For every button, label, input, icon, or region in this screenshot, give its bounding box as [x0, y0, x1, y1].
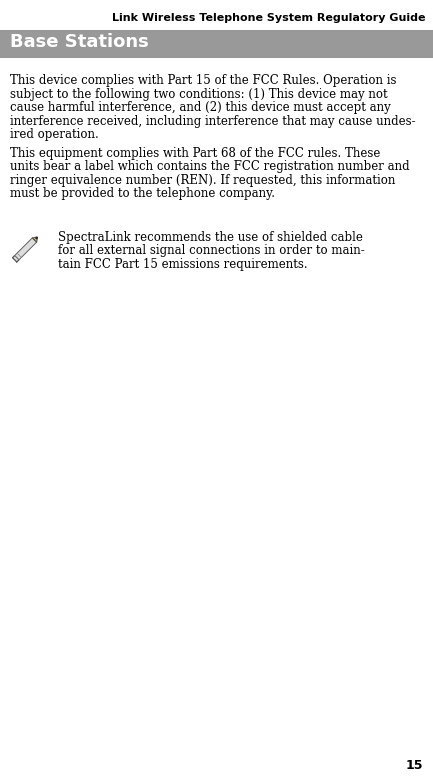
Polygon shape	[13, 256, 19, 262]
Text: interference received, including interference that may cause undes-: interference received, including interfe…	[10, 114, 416, 128]
Bar	[0, 30, 433, 58]
Text: tain FCC Part 15 emissions requirements.: tain FCC Part 15 emissions requirements.	[58, 257, 307, 270]
Polygon shape	[13, 238, 37, 262]
Text: Base Stations: Base Stations	[10, 33, 149, 51]
Text: units bear a label which contains the FCC registration number and: units bear a label which contains the FC…	[10, 160, 410, 173]
Text: SpectraLink recommends the use of shielded cable: SpectraLink recommends the use of shield…	[58, 230, 363, 244]
Text: subject to the following two conditions: (1) This device may not: subject to the following two conditions:…	[10, 88, 388, 100]
Text: must be provided to the telephone company.: must be provided to the telephone compan…	[10, 187, 275, 200]
Text: for all external signal connections in order to main-: for all external signal connections in o…	[58, 244, 365, 257]
Text: ringer equivalence number (REN). If requested, this information: ringer equivalence number (REN). If requ…	[10, 173, 395, 187]
Text: Link Wireless Telephone System Regulatory Guide: Link Wireless Telephone System Regulator…	[112, 13, 425, 23]
Text: ired operation.: ired operation.	[10, 128, 99, 141]
Text: This equipment complies with Part 68 of the FCC rules. These: This equipment complies with Part 68 of …	[10, 147, 380, 159]
Text: cause harmful interference, and (2) this device must accept any: cause harmful interference, and (2) this…	[10, 101, 391, 114]
Text: This device complies with Part 15 of the FCC Rules. Operation is: This device complies with Part 15 of the…	[10, 74, 397, 87]
Polygon shape	[32, 238, 37, 242]
Text: 15: 15	[405, 759, 423, 772]
Polygon shape	[36, 238, 37, 239]
